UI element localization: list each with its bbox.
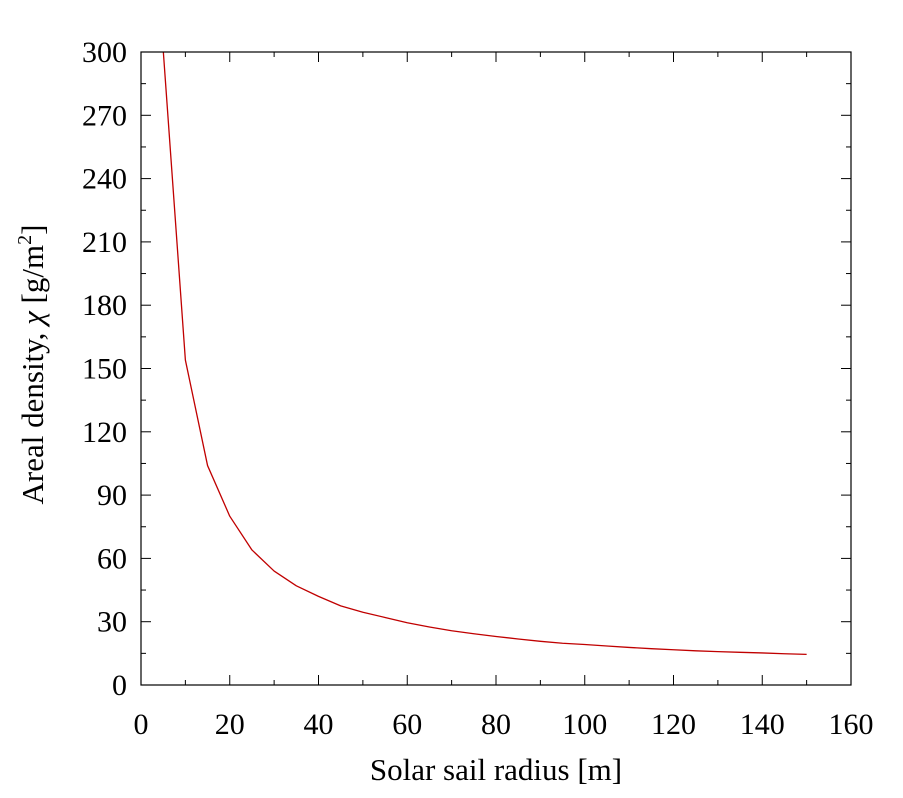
y-tick-label: 210 [82, 226, 127, 259]
y-tick-label: 0 [112, 669, 127, 702]
y-tick-labels: 0 30 60 90 120 150 180 210 240 270 300 [82, 36, 127, 702]
x-tick-label: 160 [829, 708, 874, 741]
x-tick-label: 20 [215, 708, 245, 741]
y-tick-label: 60 [97, 542, 127, 575]
x-tick-label: 80 [481, 708, 511, 741]
x-tick-label: 120 [651, 708, 696, 741]
y-tick-label: 90 [97, 479, 127, 512]
x-axis-label: Solar sail radius [m] [370, 752, 622, 787]
x-tick-label: 60 [392, 708, 422, 741]
series-line [162, 52, 807, 656]
series-layer [162, 52, 807, 656]
y-tick-label: 270 [82, 99, 127, 132]
y-tick-label: 120 [82, 416, 127, 449]
y-tick-label: 150 [82, 353, 127, 386]
x-tick-label: 40 [304, 708, 334, 741]
y-axis-label-unit-superscript: 2 [14, 235, 36, 245]
y-axis-label: Areal density, χ [g/m2] [14, 225, 50, 505]
y-tick-label: 240 [82, 163, 127, 196]
y-tick-label: 30 [97, 606, 127, 639]
plot-frame [140, 51, 852, 686]
y-axis-label-unit-close: ] [15, 225, 50, 235]
x-tick-label: 140 [740, 708, 785, 741]
x-tick-labels: 0 20 40 60 80 100 120 140 160 [134, 708, 874, 741]
x-tick-label: 100 [562, 708, 607, 741]
y-axis-label-text: Areal density, [15, 325, 50, 505]
y-tick-label: 180 [82, 289, 127, 322]
y-tick-label: 300 [82, 36, 127, 69]
y-axis-label-symbol: χ [15, 310, 50, 328]
x-tick-label: 0 [134, 708, 149, 741]
y-axis-label-unit: [g/m [15, 245, 50, 311]
